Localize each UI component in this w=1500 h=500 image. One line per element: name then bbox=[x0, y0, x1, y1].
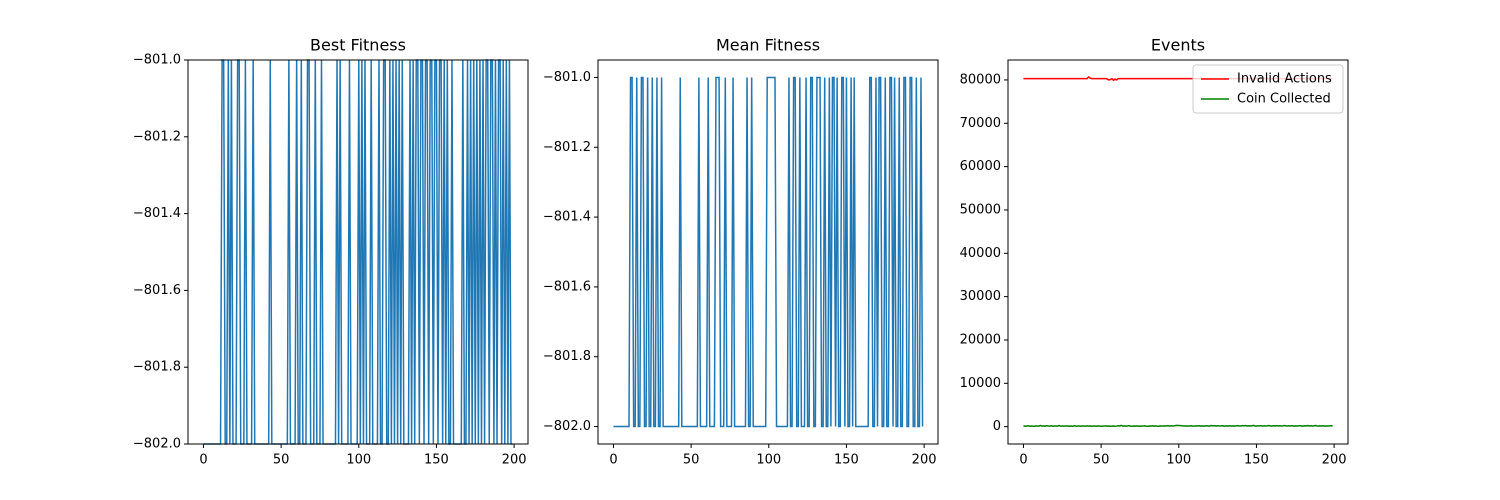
x-tick-label: 0 bbox=[1019, 453, 1027, 468]
y-tick-label: 50000 bbox=[960, 202, 1001, 217]
x-tick-label: 200 bbox=[502, 453, 527, 468]
y-tick-label: 20000 bbox=[960, 332, 1001, 347]
y-tick-label: −801.4 bbox=[133, 206, 181, 221]
x-tick-label: 0 bbox=[199, 453, 207, 468]
y-tick-label: −802.0 bbox=[543, 419, 591, 434]
x-tick-label: 100 bbox=[346, 453, 371, 468]
axes-frame bbox=[1007, 59, 1349, 445]
y-tick-label: −801.6 bbox=[543, 279, 591, 294]
x-tick-label: 100 bbox=[1166, 453, 1191, 468]
x-tick-label: 200 bbox=[1322, 453, 1347, 468]
y-tick-label: −801.0 bbox=[543, 70, 591, 85]
y-tick-label: −801.2 bbox=[543, 140, 591, 155]
legend-box bbox=[1192, 64, 1344, 114]
x-tick-label: 200 bbox=[912, 453, 937, 468]
y-tick-label: 10000 bbox=[960, 376, 1001, 391]
x-tick-label: 150 bbox=[1244, 453, 1269, 468]
y-tick-label: −801.0 bbox=[133, 53, 181, 68]
y-tick-label: 70000 bbox=[960, 116, 1001, 131]
y-tick-label: −802.0 bbox=[133, 437, 181, 452]
y-tick-label: 0 bbox=[993, 419, 1001, 434]
y-tick-label: −801.6 bbox=[133, 283, 181, 298]
x-tick-label: 50 bbox=[1093, 453, 1110, 468]
chart-title: Best Fitness bbox=[310, 36, 406, 55]
x-tick-label: 0 bbox=[609, 453, 617, 468]
chart-title: Events bbox=[1151, 36, 1205, 55]
y-tick-label: −801.8 bbox=[133, 360, 181, 375]
x-tick-label: 50 bbox=[683, 453, 700, 468]
axes-frame bbox=[597, 59, 939, 445]
y-tick-label: −801.2 bbox=[133, 129, 181, 144]
y-tick-label: −801.4 bbox=[543, 210, 591, 225]
y-tick-label: −801.8 bbox=[543, 349, 591, 364]
y-tick-label: 40000 bbox=[960, 246, 1001, 261]
x-tick-label: 150 bbox=[834, 453, 859, 468]
chart-title: Mean Fitness bbox=[716, 36, 820, 55]
axes-frame bbox=[187, 59, 529, 445]
legend-label: Invalid Actions bbox=[1237, 72, 1332, 87]
y-tick-label: 80000 bbox=[960, 72, 1001, 87]
x-tick-label: 100 bbox=[756, 453, 781, 468]
y-tick-label: 30000 bbox=[960, 289, 1001, 304]
x-tick-label: 50 bbox=[273, 453, 290, 468]
series-line bbox=[1023, 424, 1333, 428]
legend-label: Coin Collected bbox=[1237, 92, 1331, 107]
x-tick-label: 150 bbox=[424, 453, 449, 468]
series-line bbox=[613, 76, 924, 428]
series-line bbox=[203, 59, 513, 445]
y-tick-label: 60000 bbox=[960, 159, 1001, 174]
